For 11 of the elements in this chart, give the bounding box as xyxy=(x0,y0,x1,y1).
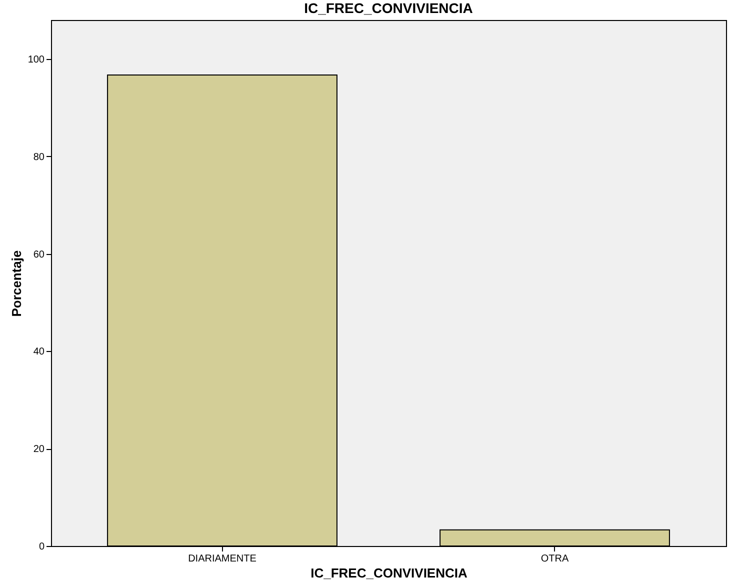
y-tick-label: 20 xyxy=(33,444,45,456)
chart-title: IC_FREC_CONVIVIENCIA xyxy=(304,0,473,16)
y-tick-label: 100 xyxy=(28,54,45,66)
x-axis-title: IC_FREC_CONVIVIENCIA xyxy=(310,566,468,580)
y-tick-label: 60 xyxy=(33,249,45,260)
x-tick-label: OTRA xyxy=(540,554,569,564)
y-tick-label: 80 xyxy=(33,152,45,163)
y-tick-label: 0 xyxy=(38,542,45,552)
y-tick-label: 40 xyxy=(33,346,45,358)
y-axis-title: Porcentaje xyxy=(8,250,24,317)
x-tick-label: DIARIAMENTE xyxy=(188,554,257,564)
